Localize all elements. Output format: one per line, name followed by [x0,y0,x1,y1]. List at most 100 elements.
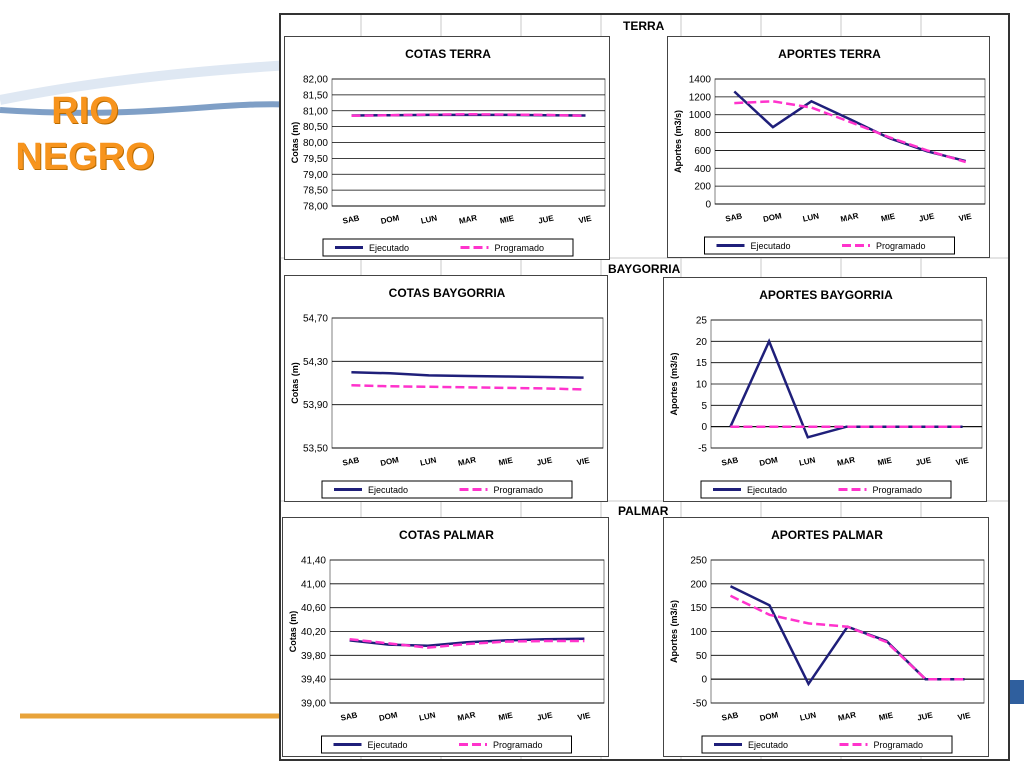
x-tick-label: LUN [802,211,820,223]
y-axis-label: Aportes (m3/s) [673,110,683,173]
x-tick-label: LUN [798,455,816,467]
x-tick-label: MIE [498,456,514,468]
y-tick-label: 100 [690,627,707,638]
y-tick-label: 81,00 [303,106,328,117]
x-tick-label: SAB [721,710,740,722]
x-tick-label: MAR [457,710,477,723]
y-tick-label: 0 [701,675,707,686]
series-line-ejecutado [729,338,963,439]
y-tick-label: 39,00 [301,699,326,710]
chart-title: APORTES TERRA [778,47,881,61]
y-tick-label: 0 [701,422,707,433]
y-tick-label: 20 [696,337,708,348]
chart-aportes-palmar: APORTES PALMAR -50 0 50 100 150 200 250 SAB DOM LU… [663,517,989,757]
x-tick-label: JUE [915,455,933,467]
x-tick-label: DOM [759,710,779,723]
chart-title: COTAS PALMAR [399,528,494,542]
x-tick-label: JUE [536,455,554,467]
x-tick-label: LUN [418,710,436,722]
x-tick-label: DOM [758,455,778,468]
slide-title-line1: RIO [51,90,119,132]
y-tick-label: 81,50 [303,90,328,101]
y-tick-label: 200 [694,182,711,193]
x-tick-label: MAR [458,213,478,226]
y-tick-label: 80,50 [303,122,328,133]
chart-title: COTAS BAYGORRIA [389,286,506,300]
x-tick-label: MAR [836,455,856,468]
x-tick-label: LUN [799,710,817,722]
chart-aportes-terra: APORTES TERRA 0 200 400 600 800 1000 1200 1400 SA… [667,36,990,258]
y-tick-label: 54,70 [303,314,328,325]
x-tick-label: VIE [578,214,593,226]
series-line-programado [349,637,585,649]
x-tick-label: SAB [342,213,361,225]
legend-label-ejecutado: Ejecutado [751,241,791,251]
y-tick-label: 79,50 [303,154,328,165]
legend-label-programado: Programado [874,740,924,750]
section-title-terra: TERRA [623,19,665,33]
y-tick-label: 40,60 [301,603,326,614]
x-tick-label: DOM [379,455,399,468]
y-tick-label: 54,30 [303,357,328,368]
y-tick-label: 250 [690,556,707,567]
x-tick-label: JUE [537,213,555,225]
y-tick-label: 41,00 [301,579,326,590]
y-tick-label: 40,20 [301,627,326,638]
x-tick-label: MIE [880,212,896,224]
x-tick-label: MIE [499,214,515,226]
y-axis-label: Cotas (m) [290,122,300,164]
chart-title: APORTES PALMAR [771,528,883,542]
legend-label-programado: Programado [493,740,543,750]
y-tick-label: 53,50 [303,444,328,455]
section-title-palmar: PALMAR [618,504,669,518]
x-tick-label: LUN [419,455,437,467]
series-line-programado [351,112,586,118]
chart-aportes-baygorria: APORTES BAYGORRIA -5 0 5 10 15 20 25 SAB DOM LUN MA… [663,277,987,502]
legend-label-programado: Programado [876,241,926,251]
y-tick-label: 82,00 [303,75,328,86]
charts-panel: TERRA BAYGORRIA PALMAR COTAS TERRA 78,00 7… [279,13,1010,761]
y-tick-label: 78,50 [303,186,328,197]
x-tick-label: JUE [918,211,936,223]
y-tick-label: -50 [693,699,708,710]
chart-cotas-baygorria: COTAS BAYGORRIA 53,50 53,90 54,30 54,70 SAB DO… [284,275,608,502]
chart-cotas-terra: COTAS TERRA 78,00 78,50 79,00 79,50 80,00 80,5… [284,36,610,260]
y-axis-label: Cotas (m) [290,362,300,404]
legend-box [321,735,572,754]
series-line-programado [734,100,967,164]
y-tick-label: 41,40 [301,556,326,567]
slide-title: RIO NEGRO [0,88,170,180]
x-tick-label: JUE [916,710,934,722]
y-axis-label: Cotas (m) [288,611,298,653]
x-tick-label: VIE [576,456,591,468]
y-tick-label: 15 [696,358,708,369]
x-tick-label: JUE [536,710,554,722]
x-tick-label: MAR [840,211,860,224]
legend-label-programado: Programado [494,485,544,495]
x-tick-label: MAR [457,455,477,468]
x-tick-label: DOM [380,213,400,226]
legend-box [704,236,955,255]
chart-cotas-palmar: COTAS PALMAR 39,00 39,40 39,80 40,20 40,60 41,… [282,517,609,757]
y-tick-label: 200 [690,579,707,590]
y-tick-label: 1000 [689,110,712,121]
legend-label-ejecutado: Ejecutado [747,485,787,495]
y-tick-label: 39,40 [301,675,326,686]
x-tick-label: MAR [837,710,857,723]
y-tick-label: -5 [698,444,707,455]
plot-area [714,78,986,205]
y-tick-label: 79,00 [303,170,328,181]
x-tick-label: VIE [957,711,972,723]
legend-label-programado: Programado [873,485,923,495]
legend-label-ejecutado: Ejecutado [368,740,408,750]
y-tick-label: 39,80 [301,651,326,662]
y-tick-label: 25 [696,316,708,327]
x-tick-label: VIE [958,212,973,224]
x-tick-label: VIE [577,711,592,723]
legend-label-ejecutado: Ejecutado [369,243,409,253]
y-tick-label: 80,00 [303,138,328,149]
x-tick-label: SAB [725,211,744,223]
x-tick-label: DOM [762,211,782,224]
y-axis-label: Aportes (m3/s) [669,352,679,415]
x-tick-label: SAB [342,455,361,467]
